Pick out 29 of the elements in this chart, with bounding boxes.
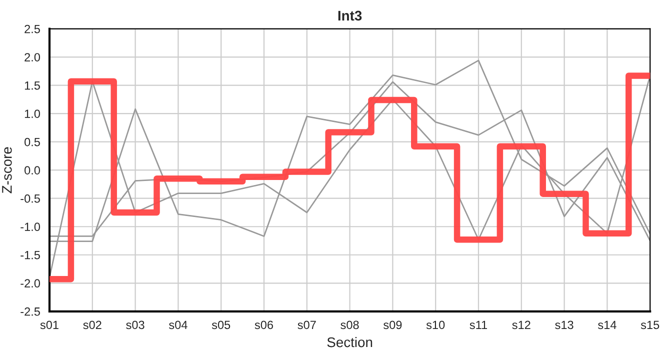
x-tick-label: s01 — [40, 320, 58, 330]
y-tick-label: -2.0 — [20, 279, 40, 288]
x-tick-label: s11 — [470, 320, 488, 330]
x-tick-label: s14 — [598, 320, 616, 330]
y-tick-label: -1.5 — [20, 251, 40, 260]
x-tick-label: s08 — [340, 320, 359, 330]
chart-title: Int3 — [338, 10, 362, 21]
y-tick-label: 0.5 — [24, 138, 40, 146]
x-tick-label: s02 — [83, 320, 102, 330]
y-axis-title: Z-score — [2, 147, 12, 194]
y-tick-label: 1.5 — [24, 81, 40, 90]
y-tick-label: 1.0 — [24, 110, 40, 118]
y-tick-label: -2.5 — [20, 307, 40, 316]
y-tick-label: -1.0 — [20, 222, 40, 232]
x-tick-label: s03 — [126, 320, 144, 330]
x-tick-label: s05 — [212, 320, 230, 330]
x-tick-label: s12 — [512, 320, 530, 330]
y-tick-label: 0.0 — [24, 166, 40, 174]
x-tick-label: s09 — [384, 320, 402, 330]
y-tick-label: -0.5 — [20, 194, 40, 203]
x-tick-label: s07 — [298, 320, 316, 330]
x-tick-label: s13 — [555, 320, 574, 330]
x-tick-label: s15 — [640, 320, 660, 330]
y-tick-label: 2.5 — [24, 24, 40, 34]
x-tick-label: s06 — [254, 320, 273, 330]
x-axis-title: Section — [327, 336, 372, 348]
x-tick-label: s04 — [169, 320, 188, 330]
y-tick-label: 2.0 — [24, 53, 40, 62]
x-tick-label: s10 — [426, 320, 445, 330]
